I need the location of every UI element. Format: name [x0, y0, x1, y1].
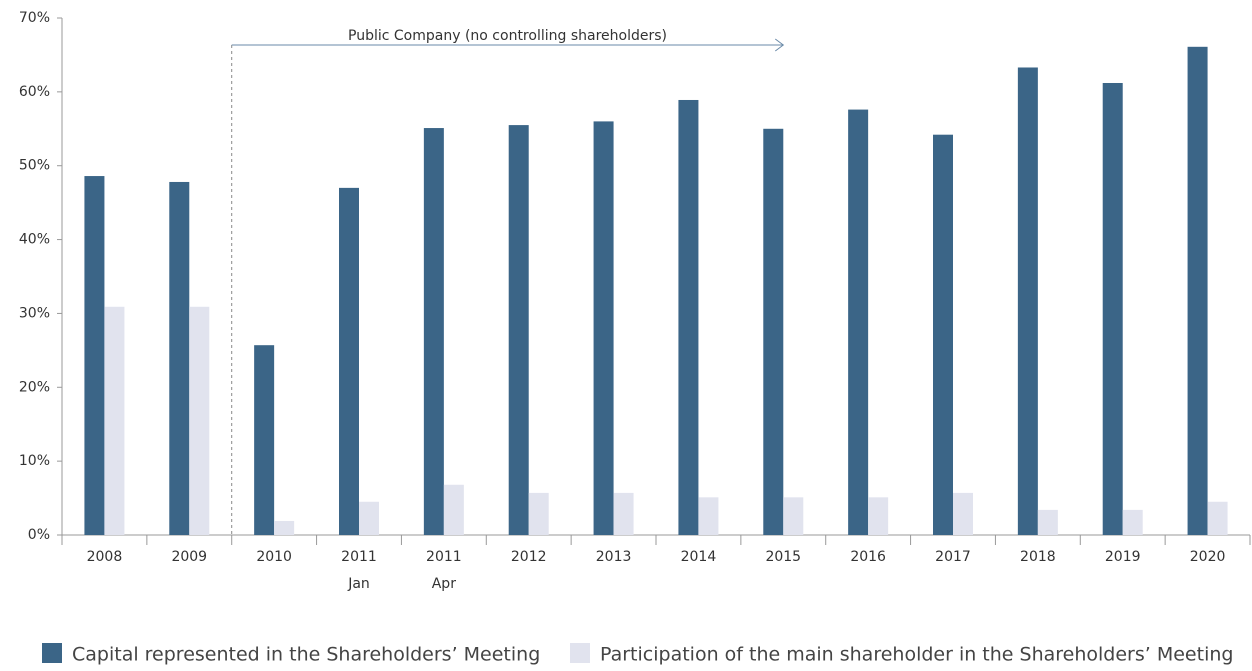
bar: [613, 492, 634, 535]
annotation-arrowhead: [774, 38, 785, 52]
y-tick-label: 0%: [28, 527, 50, 543]
legend-label: Capital represented in the Shareholders’…: [72, 644, 540, 666]
bar: [763, 128, 784, 536]
bar: [189, 306, 210, 535]
bar: [593, 121, 614, 536]
bar: [443, 484, 464, 535]
bar: [528, 492, 549, 535]
bar: [274, 520, 295, 535]
bar: [953, 492, 973, 535]
x-tick-label: 2020: [1190, 549, 1226, 565]
y-tick-label: 50%: [19, 158, 50, 174]
bar: [783, 497, 804, 535]
x-tick-label: 2011: [426, 549, 462, 565]
x-tick-label: 2014: [681, 549, 717, 565]
bar: [868, 497, 889, 535]
y-tick-label: 10%: [19, 453, 50, 469]
bar: [1102, 82, 1123, 535]
x-tick-label: 2019: [1105, 549, 1141, 565]
bar: [423, 128, 444, 535]
x-tick-label: 2013: [596, 549, 632, 565]
bar: [1207, 501, 1228, 535]
bar: [104, 306, 125, 535]
x-tick-label: 2012: [511, 549, 547, 565]
y-tick-label: 20%: [19, 379, 50, 395]
x-tick-label: 2018: [1020, 549, 1056, 565]
x-tick-label: 2017: [935, 549, 971, 565]
x-tick-label: Apr: [432, 576, 456, 592]
y-tick-label: 30%: [19, 305, 50, 321]
bar: [1017, 67, 1038, 535]
x-tick-label: 2011: [341, 549, 377, 565]
annotation: Public Company (no controlling sharehold…: [348, 28, 667, 44]
x-tick-label: 2009: [171, 549, 207, 565]
bar: [848, 109, 869, 535]
bar: [933, 134, 953, 536]
y-tick-label: 40%: [19, 232, 50, 248]
bar: [1122, 509, 1143, 535]
bar: [254, 345, 275, 535]
legend-swatch: [570, 643, 590, 663]
legend-swatch: [42, 643, 62, 663]
bar: [359, 501, 379, 535]
bar: [698, 497, 719, 535]
bar: [169, 181, 190, 535]
legend-label: Participation of the main shareholder in…: [600, 644, 1233, 666]
x-tick-label: 2015: [765, 549, 801, 565]
x-tick-label: 2016: [850, 549, 886, 565]
bar: [1187, 46, 1208, 535]
bar: [84, 176, 105, 535]
bar: [339, 187, 359, 535]
x-tick-label: 2010: [256, 549, 292, 565]
bar: [508, 125, 529, 535]
bar: [1037, 509, 1058, 535]
x-tick-label: Jan: [347, 576, 370, 592]
y-tick-label: 70%: [19, 10, 50, 26]
x-tick-label: 2008: [87, 549, 123, 565]
bar: [678, 99, 699, 535]
y-tick-label: 60%: [19, 84, 50, 100]
